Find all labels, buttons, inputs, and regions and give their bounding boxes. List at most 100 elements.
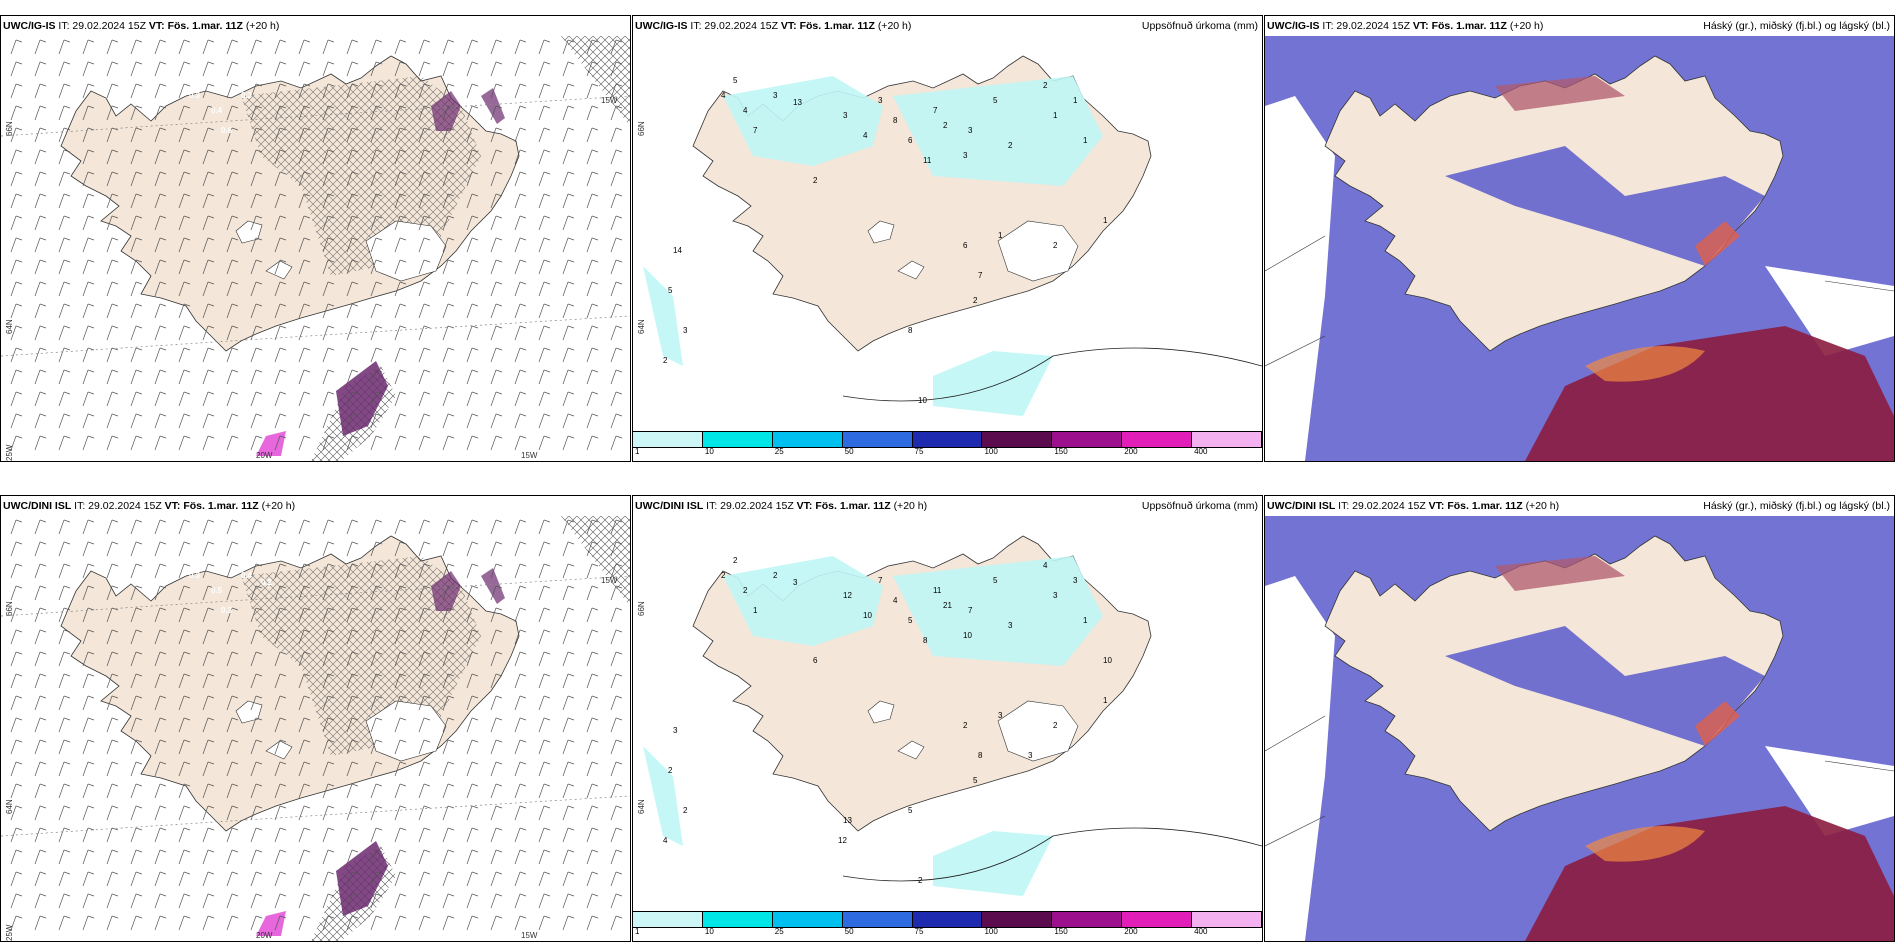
wind-barb: [610, 607, 623, 623]
wind-barb: [274, 541, 287, 557]
wind-barb: [178, 39, 191, 55]
wind-barb: [490, 237, 503, 253]
wind-barb: [178, 651, 191, 667]
wind-barb: [322, 391, 335, 407]
value-label: 2: [943, 121, 948, 130]
wind-barb: [514, 61, 527, 77]
wind-barb: [394, 893, 407, 909]
value-label: 2: [1008, 141, 1013, 150]
wind-barb: [394, 607, 407, 623]
wind-barb: [202, 629, 215, 645]
wind-barb: [586, 39, 599, 55]
value-label: 5: [973, 776, 978, 785]
wind-barb: [298, 281, 311, 297]
wind-barb: [274, 215, 287, 231]
wind-barb: [202, 435, 215, 451]
wind-barb: [418, 413, 431, 429]
wind-barb: [34, 717, 47, 733]
wind-barb: [442, 739, 455, 755]
wind-barb: [226, 39, 239, 55]
wind-barb: [466, 281, 479, 297]
wind-barb: [442, 303, 455, 319]
wind-barb: [250, 827, 263, 843]
wind-barb: [250, 105, 263, 121]
precip-area: [643, 76, 1103, 416]
wind-barb: [418, 193, 431, 209]
wind-barb: [202, 105, 215, 121]
wind-barb: [466, 413, 479, 429]
wind-barb: [442, 325, 455, 341]
wind-barb: [130, 629, 143, 645]
wind-barb: [154, 259, 167, 275]
wind-barb: [394, 849, 407, 865]
wind-barb: [610, 849, 623, 865]
wind-barb: [154, 193, 167, 209]
value-label: 3: [683, 326, 688, 335]
wind-barb: [562, 871, 575, 887]
wind-barb: [394, 281, 407, 297]
wind-barb: [226, 83, 239, 99]
wind-barb: [250, 347, 263, 363]
wind-barb: [58, 783, 71, 799]
wind-barb: [82, 893, 95, 909]
wind-barb: [322, 695, 335, 711]
wind-barb: [466, 673, 479, 689]
lead-time: (+20 h): [1525, 500, 1560, 512]
wind-barb: [82, 849, 95, 865]
wind-barb: [490, 61, 503, 77]
wind-barb: [394, 585, 407, 601]
wind-barb: [226, 871, 239, 887]
wind-barb: [490, 563, 503, 579]
wind-barb: [178, 717, 191, 733]
wind-barb: [202, 281, 215, 297]
wind-barb: [418, 673, 431, 689]
wind-barb: [154, 391, 167, 407]
wind-barb: [538, 193, 551, 209]
wind-barb: [466, 849, 479, 865]
wind-barb: [298, 673, 311, 689]
value-label: 4: [863, 131, 868, 140]
wind-barb: [34, 651, 47, 667]
wind-barb: [370, 369, 383, 385]
wind-barb: [226, 585, 239, 601]
wind-barb: [34, 413, 47, 429]
wind-barb: [154, 83, 167, 99]
wind-barb: [370, 347, 383, 363]
wind-barb: [586, 849, 599, 865]
wind-barb: [274, 413, 287, 429]
wind-barb: [466, 259, 479, 275]
wind-barb: [586, 629, 599, 645]
wind-barb: [346, 739, 359, 755]
wind-barb: [466, 761, 479, 777]
wind-barb: [202, 607, 215, 623]
wind-barb: [490, 259, 503, 275]
wind-barb: [610, 39, 623, 55]
wind-barb: [322, 149, 335, 165]
wind-barb: [106, 673, 119, 689]
value-label: 5: [668, 286, 673, 295]
wind-barb: [58, 893, 71, 909]
wind-barb: [58, 171, 71, 187]
wind-barb: [346, 237, 359, 253]
wind-barb: [538, 871, 551, 887]
wind-barb: [562, 541, 575, 557]
wind-barb: [34, 541, 47, 557]
init-time: IT: 29.02.2024 15Z: [74, 500, 162, 512]
wind-barb: [178, 607, 191, 623]
wind-barb: [346, 761, 359, 777]
wind-barb: [34, 893, 47, 909]
wind-barb: [610, 519, 623, 535]
wind-barb: [250, 325, 263, 341]
wind-barb: [466, 127, 479, 143]
wind-barb: [58, 435, 71, 451]
wind-barb: [370, 717, 383, 733]
wind-barb: [538, 369, 551, 385]
wind-barb: [538, 783, 551, 799]
wind-barb: [370, 871, 383, 887]
wind-barb: [490, 281, 503, 297]
wind-barb: [418, 171, 431, 187]
wind-barb: [250, 761, 263, 777]
wind-barb: [130, 849, 143, 865]
wind-barb: [154, 607, 167, 623]
wind-barb: [442, 761, 455, 777]
